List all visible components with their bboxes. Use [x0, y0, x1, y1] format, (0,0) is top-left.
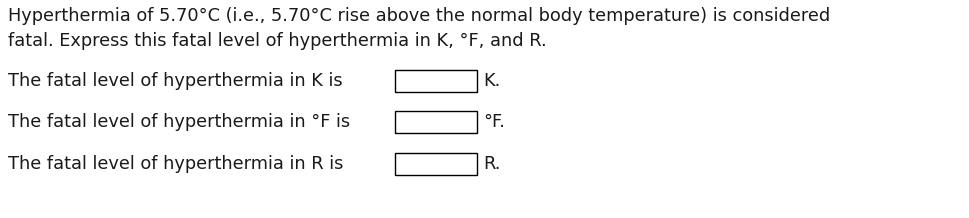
- Bar: [395, 70, 477, 92]
- Text: The fatal level of hyperthermia in R is: The fatal level of hyperthermia in R is: [8, 155, 343, 173]
- Bar: [395, 153, 477, 175]
- Text: °F.: °F.: [483, 113, 505, 131]
- Text: fatal. Express this fatal level of hyperthermia in K, °F, and R.: fatal. Express this fatal level of hyper…: [8, 32, 547, 50]
- Text: K.: K.: [483, 72, 500, 90]
- Text: The fatal level of hyperthermia in K is: The fatal level of hyperthermia in K is: [8, 72, 343, 90]
- Bar: [395, 111, 477, 133]
- Text: Hyperthermia of 5.70°C (i.e., 5.70°C rise above the normal body temperature) is : Hyperthermia of 5.70°C (i.e., 5.70°C ris…: [8, 7, 830, 25]
- Text: The fatal level of hyperthermia in °F is: The fatal level of hyperthermia in °F is: [8, 113, 350, 131]
- Text: R.: R.: [483, 155, 500, 173]
